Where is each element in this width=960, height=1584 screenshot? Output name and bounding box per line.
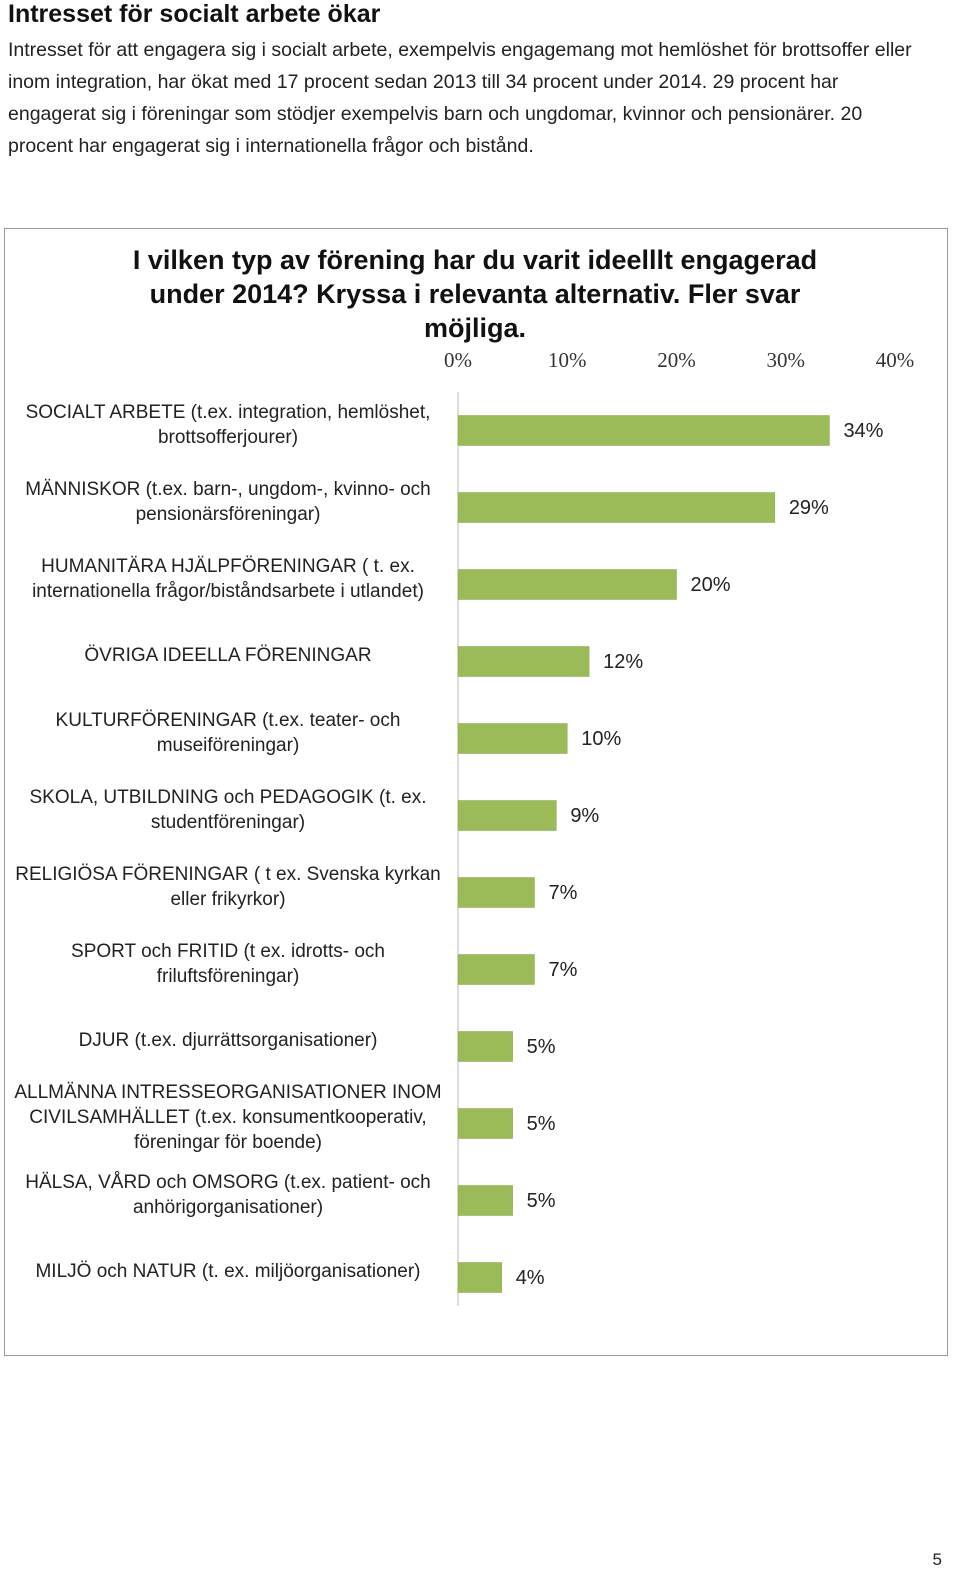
bar (457, 492, 776, 523)
chart-frame (4, 228, 948, 1356)
category-label: HÄLSA, VÅRD och OMSORG (t.ex. patient- o… (25, 1171, 431, 1218)
value-label: 10% (581, 727, 622, 750)
category-label: KULTURFÖRENINGAR (t.ex. teater- och muse… (55, 709, 401, 756)
value-label: 5% (526, 1189, 556, 1212)
category-label: MÄNNISKOR (t.ex. barn-, ungdom-, kvinno-… (25, 478, 431, 525)
bar (457, 1031, 513, 1062)
x-tick-label: 0% (444, 348, 472, 372)
category-label: SKOLA, UTBILDNING och PEDAGOGIK (t. ex. … (29, 786, 427, 833)
value-label: 34% (843, 419, 884, 442)
bar (457, 1185, 513, 1216)
category-label: MILJÖ och NATUR (t. ex. miljöorganisatio… (35, 1261, 421, 1282)
value-label: 5% (526, 1112, 556, 1135)
value-label: 29% (788, 496, 829, 519)
bar (457, 1108, 513, 1139)
bar (457, 569, 677, 600)
intro-paragraph: Intresset för att engagera sig i socialt… (8, 39, 912, 157)
category-label: SPORT och FRITID (t ex. idrotts- och fri… (71, 940, 385, 987)
value-label: 4% (515, 1266, 545, 1289)
x-tick-label: 10% (548, 348, 587, 372)
category-label: ALLMÄNNA INTRESSEORGANISATIONER INOM CIV… (14, 1082, 442, 1153)
value-label: 7% (548, 881, 578, 904)
value-label: 12% (603, 650, 644, 673)
x-tick-label: 40% (875, 348, 915, 372)
value-label: 9% (570, 804, 600, 827)
document-title: Intresset för socialt arbete ökar (8, 0, 381, 28)
value-label: 20% (690, 573, 731, 596)
category-label: HUMANITÄRA HJÄLPFÖRENINGAR ( t. ex. inte… (32, 555, 424, 602)
x-tick-label: 20% (657, 348, 696, 372)
bar (457, 723, 568, 754)
category-label: RELIGIÖSA FÖRENINGAR ( t ex. Svenska kyr… (15, 863, 441, 910)
bar (457, 954, 535, 985)
bar (457, 1262, 502, 1293)
chart-title: I vilken typ av förening har du varit id… (132, 245, 818, 343)
bar (457, 415, 830, 446)
value-label: 7% (548, 958, 578, 981)
category-label: ÖVRIGA IDEELLA FÖRENINGAR (84, 645, 372, 666)
bar (457, 877, 535, 908)
value-label: 5% (526, 1035, 556, 1058)
page-number: 5 (932, 1550, 942, 1569)
category-label: DJUR (t.ex. djurrättsorganisationer) (78, 1030, 378, 1051)
bar (457, 646, 590, 677)
category-label: SOCIALT ARBETE (t.ex. integration, hemlö… (25, 401, 431, 448)
x-tick-label: 30% (766, 348, 806, 372)
bar (457, 800, 557, 831)
